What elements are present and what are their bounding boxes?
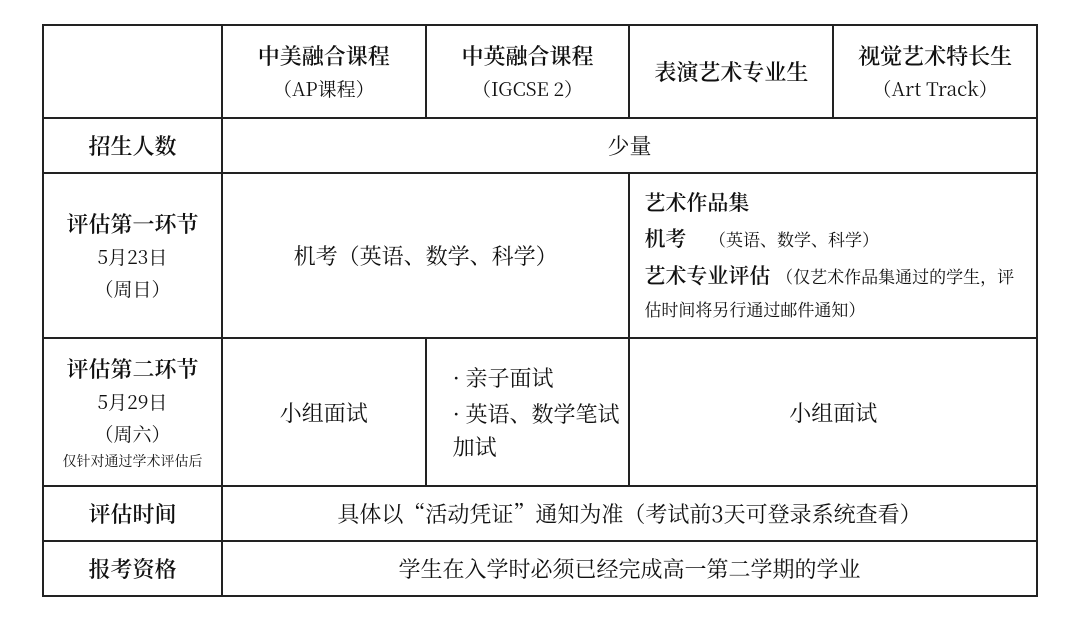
phase2-label-line3: （周六）	[52, 420, 213, 449]
row-phase1: 评估第一环节 5月23日 （周日） 机考（英语、数学、科学） 艺术作品集 机考 …	[43, 173, 1037, 339]
phase1-label-line2: 5月23日	[52, 243, 213, 272]
header-col-performing-text: 表演艺术专业生	[654, 56, 808, 87]
phase1-arts-portfolio: 艺术作品集	[644, 187, 1028, 219]
row-qualification: 报考资格 学生在入学时必须已经完成高一第二学期的学业	[43, 541, 1037, 596]
phase1-arts: 艺术作品集 机考 （英语、数学、科学） 艺术专业评估 （仅艺术作品集通过的学生，…	[629, 173, 1037, 339]
header-col-ap-line1: 中美融合课程	[231, 39, 417, 72]
phase2-label: 评估第二环节 5月29日 （周六） 仅针对通过学术评估后	[43, 338, 222, 486]
header-col-igcse-line2: （IGCSE 2）	[435, 75, 621, 104]
header-col-ap: 中美融合课程 （AP课程）	[222, 25, 426, 118]
time-label: 评估时间	[43, 486, 222, 541]
qual-value: 学生在入学时必须已经完成高一第二学期的学业	[222, 541, 1037, 596]
header-col-performing: 表演艺术专业生	[629, 25, 833, 118]
phase1-label: 评估第一环节 5月23日 （周日）	[43, 173, 222, 339]
header-blank	[43, 25, 222, 118]
phase1-arts-eval-line: 艺术专业评估 （仅艺术作品集通过的学生，评估时间将另行通过邮件通知）	[644, 258, 1028, 325]
table-header-row: 中美融合课程 （AP课程） 中英融合课程 （IGCSE 2） 表演艺术专业生 视…	[43, 25, 1037, 118]
phase2-ap: 小组面试	[222, 338, 426, 486]
enrollment-value: 少量	[222, 118, 1037, 173]
phase2-igcse-line1: · 亲子面试	[435, 361, 621, 394]
row-time: 评估时间 具体以“活动凭证”通知为准（考试前3天可登录系统查看）	[43, 486, 1037, 541]
admissions-table: 中美融合课程 （AP课程） 中英融合课程 （IGCSE 2） 表演艺术专业生 视…	[42, 24, 1038, 597]
header-col-igcse: 中英融合课程 （IGCSE 2）	[426, 25, 630, 118]
qual-label: 报考资格	[43, 541, 222, 596]
phase1-arts-exam-label: 机考	[644, 223, 686, 253]
header-col-visual-line2: （Art Track）	[842, 75, 1028, 104]
row-enrollment: 招生人数 少量	[43, 118, 1037, 173]
header-col-visual: 视觉艺术特长生 （Art Track）	[833, 25, 1037, 118]
phase2-label-line1: 评估第二环节	[52, 352, 213, 385]
enrollment-label: 招生人数	[43, 118, 222, 173]
row-phase2: 评估第二环节 5月29日 （周六） 仅针对通过学术评估后 小组面试 · 亲子面试…	[43, 338, 1037, 486]
phase2-arts: 小组面试	[629, 338, 1037, 486]
header-col-visual-line1: 视觉艺术特长生	[842, 39, 1028, 72]
time-value: 具体以“活动凭证”通知为准（考试前3天可登录系统查看）	[222, 486, 1037, 541]
header-col-igcse-line1: 中英融合课程	[435, 39, 621, 72]
phase2-igcse-line2: · 英语、数学笔试加试	[435, 397, 621, 463]
phase1-label-line1: 评估第一环节	[52, 207, 213, 240]
phase1-ap-igcse: 机考（英语、数学、科学）	[222, 173, 630, 339]
phase2-label-line4: 仅针对通过学术评估后	[52, 451, 213, 472]
phase2-label-line2: 5月29日	[52, 388, 213, 417]
phase2-igcse: · 亲子面试 · 英语、数学笔试加试	[426, 338, 630, 486]
phase1-arts-exam-detail: （英语、数学、科学）	[709, 226, 879, 251]
phase1-arts-eval-label: 艺术专业评估	[644, 260, 770, 290]
phase1-arts-exam-line: 机考 （英语、数学、科学）	[644, 221, 1028, 255]
phase1-label-line3: （周日）	[52, 275, 213, 304]
header-col-ap-line2: （AP课程）	[231, 75, 417, 104]
